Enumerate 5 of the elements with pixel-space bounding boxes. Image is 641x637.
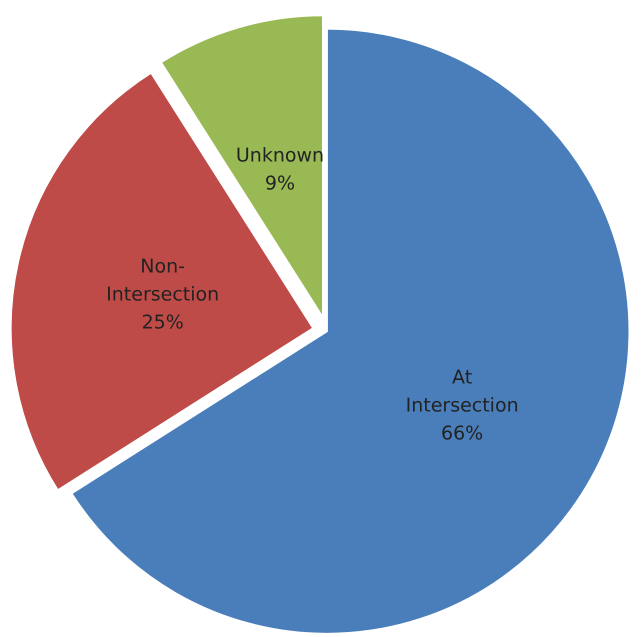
data-label: 9% bbox=[264, 172, 296, 195]
slice-label: At Intersection bbox=[406, 366, 519, 417]
data-label: 66% bbox=[440, 422, 484, 445]
data-label: 25% bbox=[142, 312, 184, 334]
slice-label: Non-Intersection bbox=[106, 256, 220, 306]
